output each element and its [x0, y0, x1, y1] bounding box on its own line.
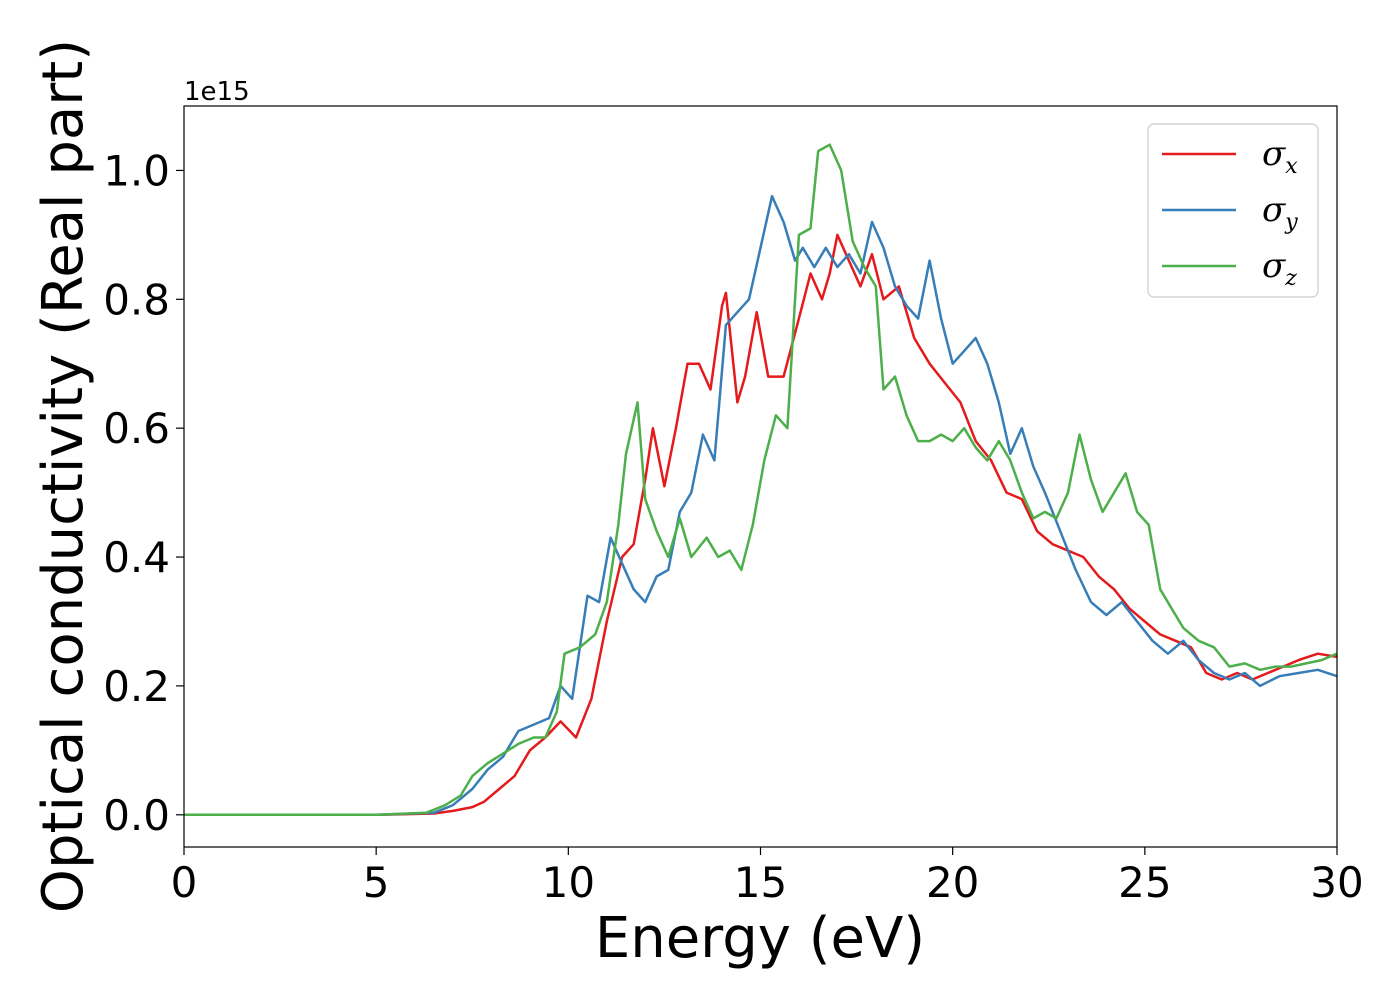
legend: σx σy σz [1147, 123, 1319, 298]
x-axis: 0 5 10 15 20 25 30 [171, 847, 1364, 907]
series-layer [184, 143, 1338, 817]
x-tick-label: 0 [171, 858, 198, 907]
x-tick-label: 20 [926, 858, 979, 907]
y-tick-label: 1.0 [103, 146, 170, 195]
legend-label-y: σy [1262, 190, 1298, 235]
y-tick-label: 0.6 [103, 404, 170, 453]
y-axis: 0.0 0.2 0.4 0.6 0.8 1.0 [103, 146, 184, 840]
x-tick-label: 25 [1118, 858, 1171, 907]
series-line-y [184, 194, 1338, 817]
legend-label-x: σx [1262, 134, 1298, 179]
y-tick-label: 0.4 [103, 533, 170, 582]
legend-label-z: σz [1262, 246, 1297, 291]
y-tick-label: 0.8 [103, 275, 170, 324]
y-tick-label: 0.2 [103, 662, 170, 711]
y-axis-title: Optical conductivity (Real part) [31, 39, 96, 913]
y-tick-label: 0.0 [103, 791, 170, 840]
y-offset-label: 1e15 [184, 77, 250, 107]
x-tick-label: 5 [363, 858, 390, 907]
x-tick-label: 15 [734, 858, 787, 907]
x-tick-label: 10 [542, 858, 595, 907]
series-line-x [184, 233, 1338, 817]
series-line-z [184, 143, 1338, 817]
x-axis-title: Energy (eV) [595, 906, 925, 971]
x-tick-label: 30 [1310, 858, 1363, 907]
